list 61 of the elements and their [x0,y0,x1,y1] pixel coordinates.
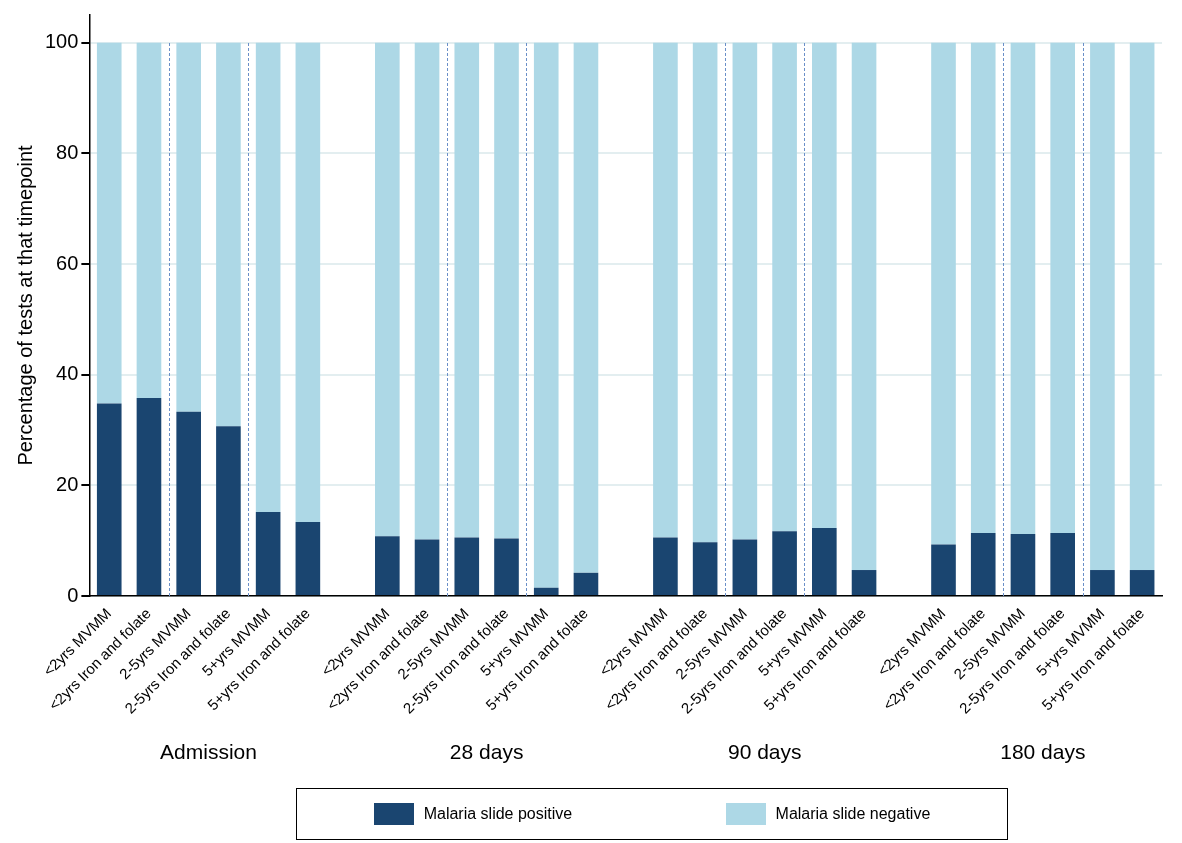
bar [653,42,678,538]
bar [454,537,480,596]
y-axis-title: Percentage of tests at that timepoint [13,144,36,466]
y-tick-label: 60 [56,251,79,274]
bar [812,527,837,596]
bar [573,572,599,596]
bar [494,42,519,539]
bar [375,42,400,537]
bar [414,539,440,596]
bar [732,539,758,596]
text: 180 days [1000,739,1086,763]
text: Admission [160,739,257,763]
bar [573,42,599,573]
bar [1129,570,1155,596]
bar [255,42,281,512]
bar [1090,42,1115,571]
bar [136,397,162,596]
bar [494,538,519,596]
y-tick-label: 80 [56,140,79,163]
bar [1090,570,1115,596]
bar [970,532,996,596]
bar [732,42,758,540]
bar [96,403,122,596]
bar [692,42,718,543]
bar [970,42,996,533]
y-tick-label: 0 [67,583,79,606]
bar [1050,42,1075,533]
text: 28 days [449,739,524,763]
y-tick-label: 40 [56,362,79,385]
y-tick-label: 20 [56,472,79,495]
bar [295,42,321,522]
legend-label: Malaria slide negative [775,805,931,823]
bar [533,42,559,588]
bar [255,511,281,596]
bar [931,544,956,596]
bar [653,537,678,596]
y-tick-label: 100 [44,30,79,53]
bar [851,570,877,596]
bar [96,42,122,404]
bar [216,426,241,596]
bar [1050,532,1075,596]
bar [375,536,400,596]
bar [414,42,440,540]
bar [295,521,321,596]
bar [812,42,837,528]
bar [454,42,480,538]
bar [1129,42,1155,571]
bar [136,42,162,398]
bar [1010,534,1036,596]
text: 90 days [727,739,802,763]
bar [772,531,797,596]
bar [931,42,956,545]
bar [772,42,797,532]
bar [176,42,201,412]
bar [533,587,559,596]
legend-label: Malaria slide positive [423,805,573,823]
bar [176,411,201,596]
bar [851,42,877,571]
bar [1010,42,1036,535]
bar [216,42,241,427]
bar [692,542,718,596]
